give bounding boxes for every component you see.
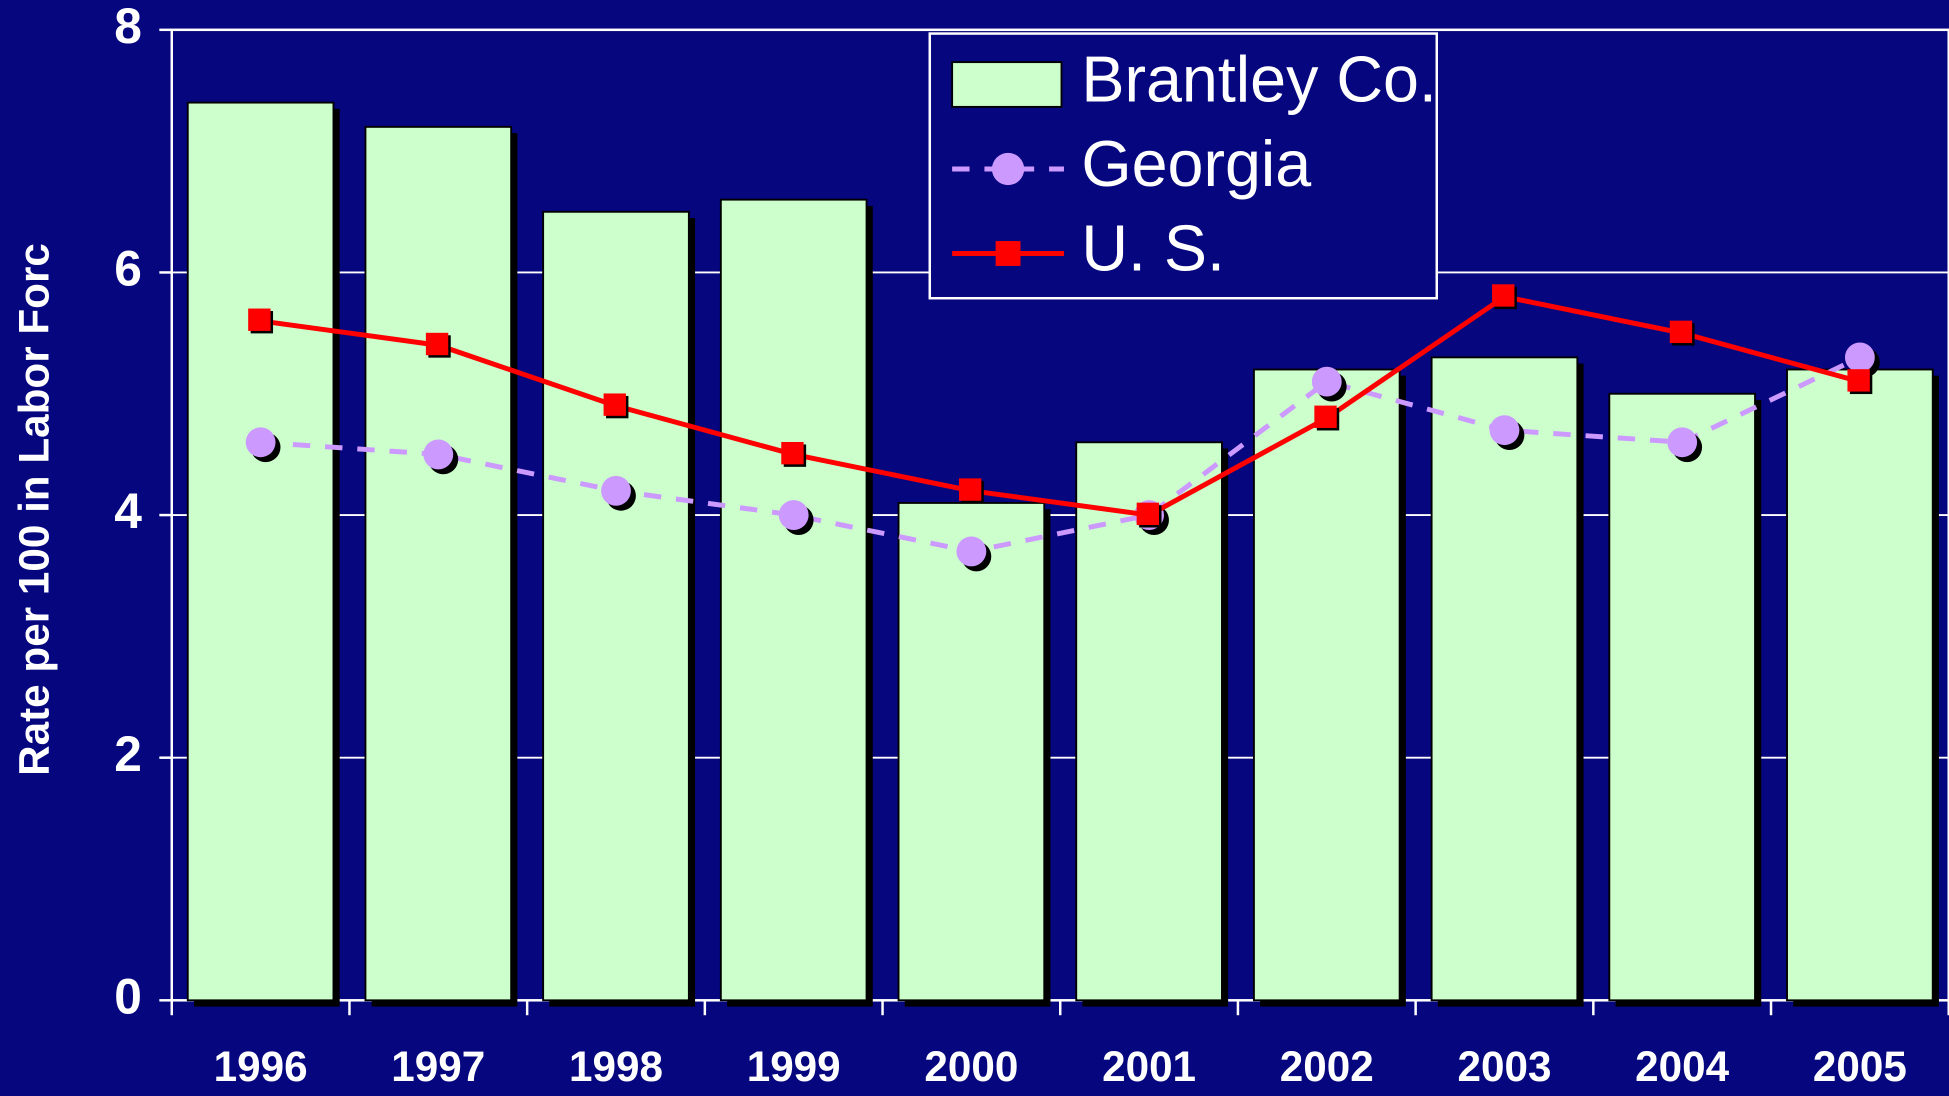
line bbox=[260, 355, 1861, 555]
y-tick-label: 4 bbox=[114, 483, 142, 539]
marker bbox=[1492, 284, 1515, 307]
bar bbox=[1608, 392, 1756, 1002]
bar bbox=[364, 125, 513, 1002]
y-tick-label: 6 bbox=[114, 241, 142, 297]
marker bbox=[956, 536, 987, 567]
bar bbox=[1786, 368, 1934, 1002]
marker bbox=[778, 500, 809, 530]
marker bbox=[1844, 342, 1875, 373]
marker bbox=[423, 439, 454, 470]
x-tick-label: 2001 bbox=[1102, 1043, 1196, 1090]
line bbox=[260, 294, 1861, 518]
x-tick-label: 2005 bbox=[1813, 1043, 1907, 1090]
marker bbox=[1489, 415, 1520, 446]
marker bbox=[1847, 369, 1870, 392]
x-tick-label: 1996 bbox=[214, 1043, 308, 1090]
bar bbox=[1252, 368, 1401, 1002]
x-tick-label: 1997 bbox=[391, 1043, 485, 1090]
marker bbox=[245, 427, 276, 458]
legend-entry: U. S. bbox=[952, 213, 1225, 285]
x-tick-label: 2004 bbox=[1635, 1043, 1729, 1090]
bar bbox=[1430, 356, 1579, 1002]
marker bbox=[1311, 366, 1342, 397]
bar bbox=[542, 210, 690, 1002]
legend-label: U. S. bbox=[1081, 213, 1225, 285]
bar bbox=[897, 502, 1046, 1002]
x-tick-label: 1998 bbox=[569, 1043, 663, 1090]
marker bbox=[425, 332, 449, 356]
marker bbox=[248, 308, 271, 331]
legend-marker bbox=[991, 152, 1025, 186]
legend-label: Georgia bbox=[1081, 128, 1311, 200]
marker bbox=[1314, 405, 1337, 428]
bar bbox=[1075, 441, 1223, 1002]
marker bbox=[1136, 502, 1160, 526]
marker bbox=[1667, 427, 1698, 458]
marker bbox=[603, 393, 626, 416]
x-tick-label: 2000 bbox=[924, 1043, 1018, 1090]
marker bbox=[781, 441, 804, 465]
y-tick-label: 2 bbox=[114, 726, 142, 782]
marker bbox=[958, 478, 982, 501]
y-axis-label: Rate per 100 in Labor Forc bbox=[11, 243, 58, 776]
legend-entry: Brantley Co. bbox=[951, 44, 1437, 116]
legend-marker bbox=[995, 241, 1021, 266]
legend-label: Brantley Co. bbox=[1081, 44, 1437, 116]
x-tick-label: 1999 bbox=[747, 1043, 841, 1090]
bar bbox=[186, 101, 335, 1002]
marker bbox=[1669, 320, 1693, 344]
x-tick-label: 2002 bbox=[1280, 1043, 1374, 1090]
y-tick-label: 8 bbox=[114, 0, 142, 54]
marker bbox=[601, 475, 631, 506]
legend-entry: Georgia bbox=[952, 128, 1311, 200]
x-tick-label: 2003 bbox=[1457, 1043, 1551, 1090]
bar bbox=[719, 198, 868, 1002]
y-tick-label: 0 bbox=[114, 968, 142, 1024]
legend-swatch bbox=[951, 61, 1063, 108]
